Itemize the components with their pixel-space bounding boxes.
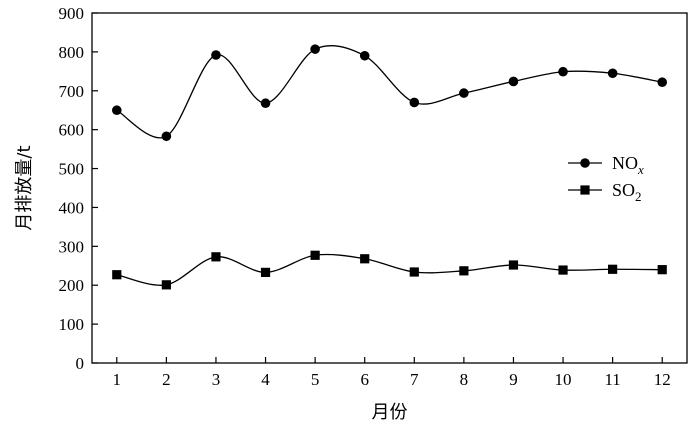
y-tick-label: 300 xyxy=(59,237,85,256)
series-2-point xyxy=(558,265,568,275)
series-2-point xyxy=(409,267,419,277)
legend-label-2: SO2 xyxy=(612,180,642,204)
y-tick-label: 700 xyxy=(59,82,85,101)
x-tick-label: 10 xyxy=(555,370,572,389)
series-1-point xyxy=(409,97,420,108)
series-1-point xyxy=(310,44,320,54)
series-1-point xyxy=(161,131,172,142)
series-line-2 xyxy=(116,253,663,286)
x-axis: 1 2 3 4 5 6 7 8 9 10 11 12 xyxy=(113,357,671,389)
legend-marker-1 xyxy=(580,158,590,168)
plot-frame xyxy=(91,12,688,364)
legend-marker-2 xyxy=(580,185,590,195)
series-1-point xyxy=(558,66,568,77)
y-tick-label: 600 xyxy=(59,121,85,140)
series-2-point xyxy=(608,264,618,274)
y-tick-label: 500 xyxy=(59,160,85,179)
x-tick-label: 6 xyxy=(360,370,369,389)
series-2-point xyxy=(508,260,519,270)
legend-label-1: NOx xyxy=(612,153,644,177)
y-tick-label: 200 xyxy=(59,276,85,295)
series-line-1 xyxy=(116,45,663,139)
y-axis-title: 月排放量/t xyxy=(14,145,35,230)
series-2-point xyxy=(657,265,667,275)
series-layer xyxy=(111,44,668,290)
series-2-point xyxy=(360,254,370,264)
y-axis: 0 100 200 300 400 500 600 700 800 900 xyxy=(59,4,98,373)
x-tick-label: 1 xyxy=(113,370,122,389)
series-1-point xyxy=(260,98,271,109)
series-2-point xyxy=(310,250,320,260)
x-tick-label: 4 xyxy=(261,370,270,389)
y-tick-label: 900 xyxy=(59,4,85,23)
x-tick-label: 5 xyxy=(311,370,320,389)
series-2-point xyxy=(459,266,469,276)
x-tick-label: 7 xyxy=(410,370,419,389)
x-tick-label: 11 xyxy=(604,370,620,389)
x-tick-label: 9 xyxy=(509,370,518,389)
x-tick-label: 8 xyxy=(460,370,469,389)
series-1-point xyxy=(657,77,668,88)
series-1-point xyxy=(508,76,519,87)
y-tick-label: 800 xyxy=(59,43,85,62)
y-tick-label: 100 xyxy=(59,315,85,334)
series-1-point xyxy=(359,50,370,61)
series-1-point xyxy=(459,88,469,98)
series-2-point xyxy=(161,280,171,290)
legend-label-subscript: x xyxy=(637,162,644,177)
series-2-point xyxy=(260,267,271,277)
x-tick-label: 2 xyxy=(162,370,171,389)
series-1-point xyxy=(211,50,221,60)
y-tick-label: 400 xyxy=(59,198,85,217)
series-2-point xyxy=(112,270,122,280)
legend-label-subscript: 2 xyxy=(635,189,642,204)
y-tick-label: 0 xyxy=(76,354,85,373)
x-tick-label: 12 xyxy=(654,370,671,389)
series-2-point xyxy=(211,252,221,262)
series-1-point xyxy=(111,105,122,116)
x-tick-label: 3 xyxy=(212,370,221,389)
x-axis-title: 月份 xyxy=(372,402,408,423)
legend: NOx SO2 xyxy=(568,153,644,204)
series-1-point xyxy=(607,68,618,79)
